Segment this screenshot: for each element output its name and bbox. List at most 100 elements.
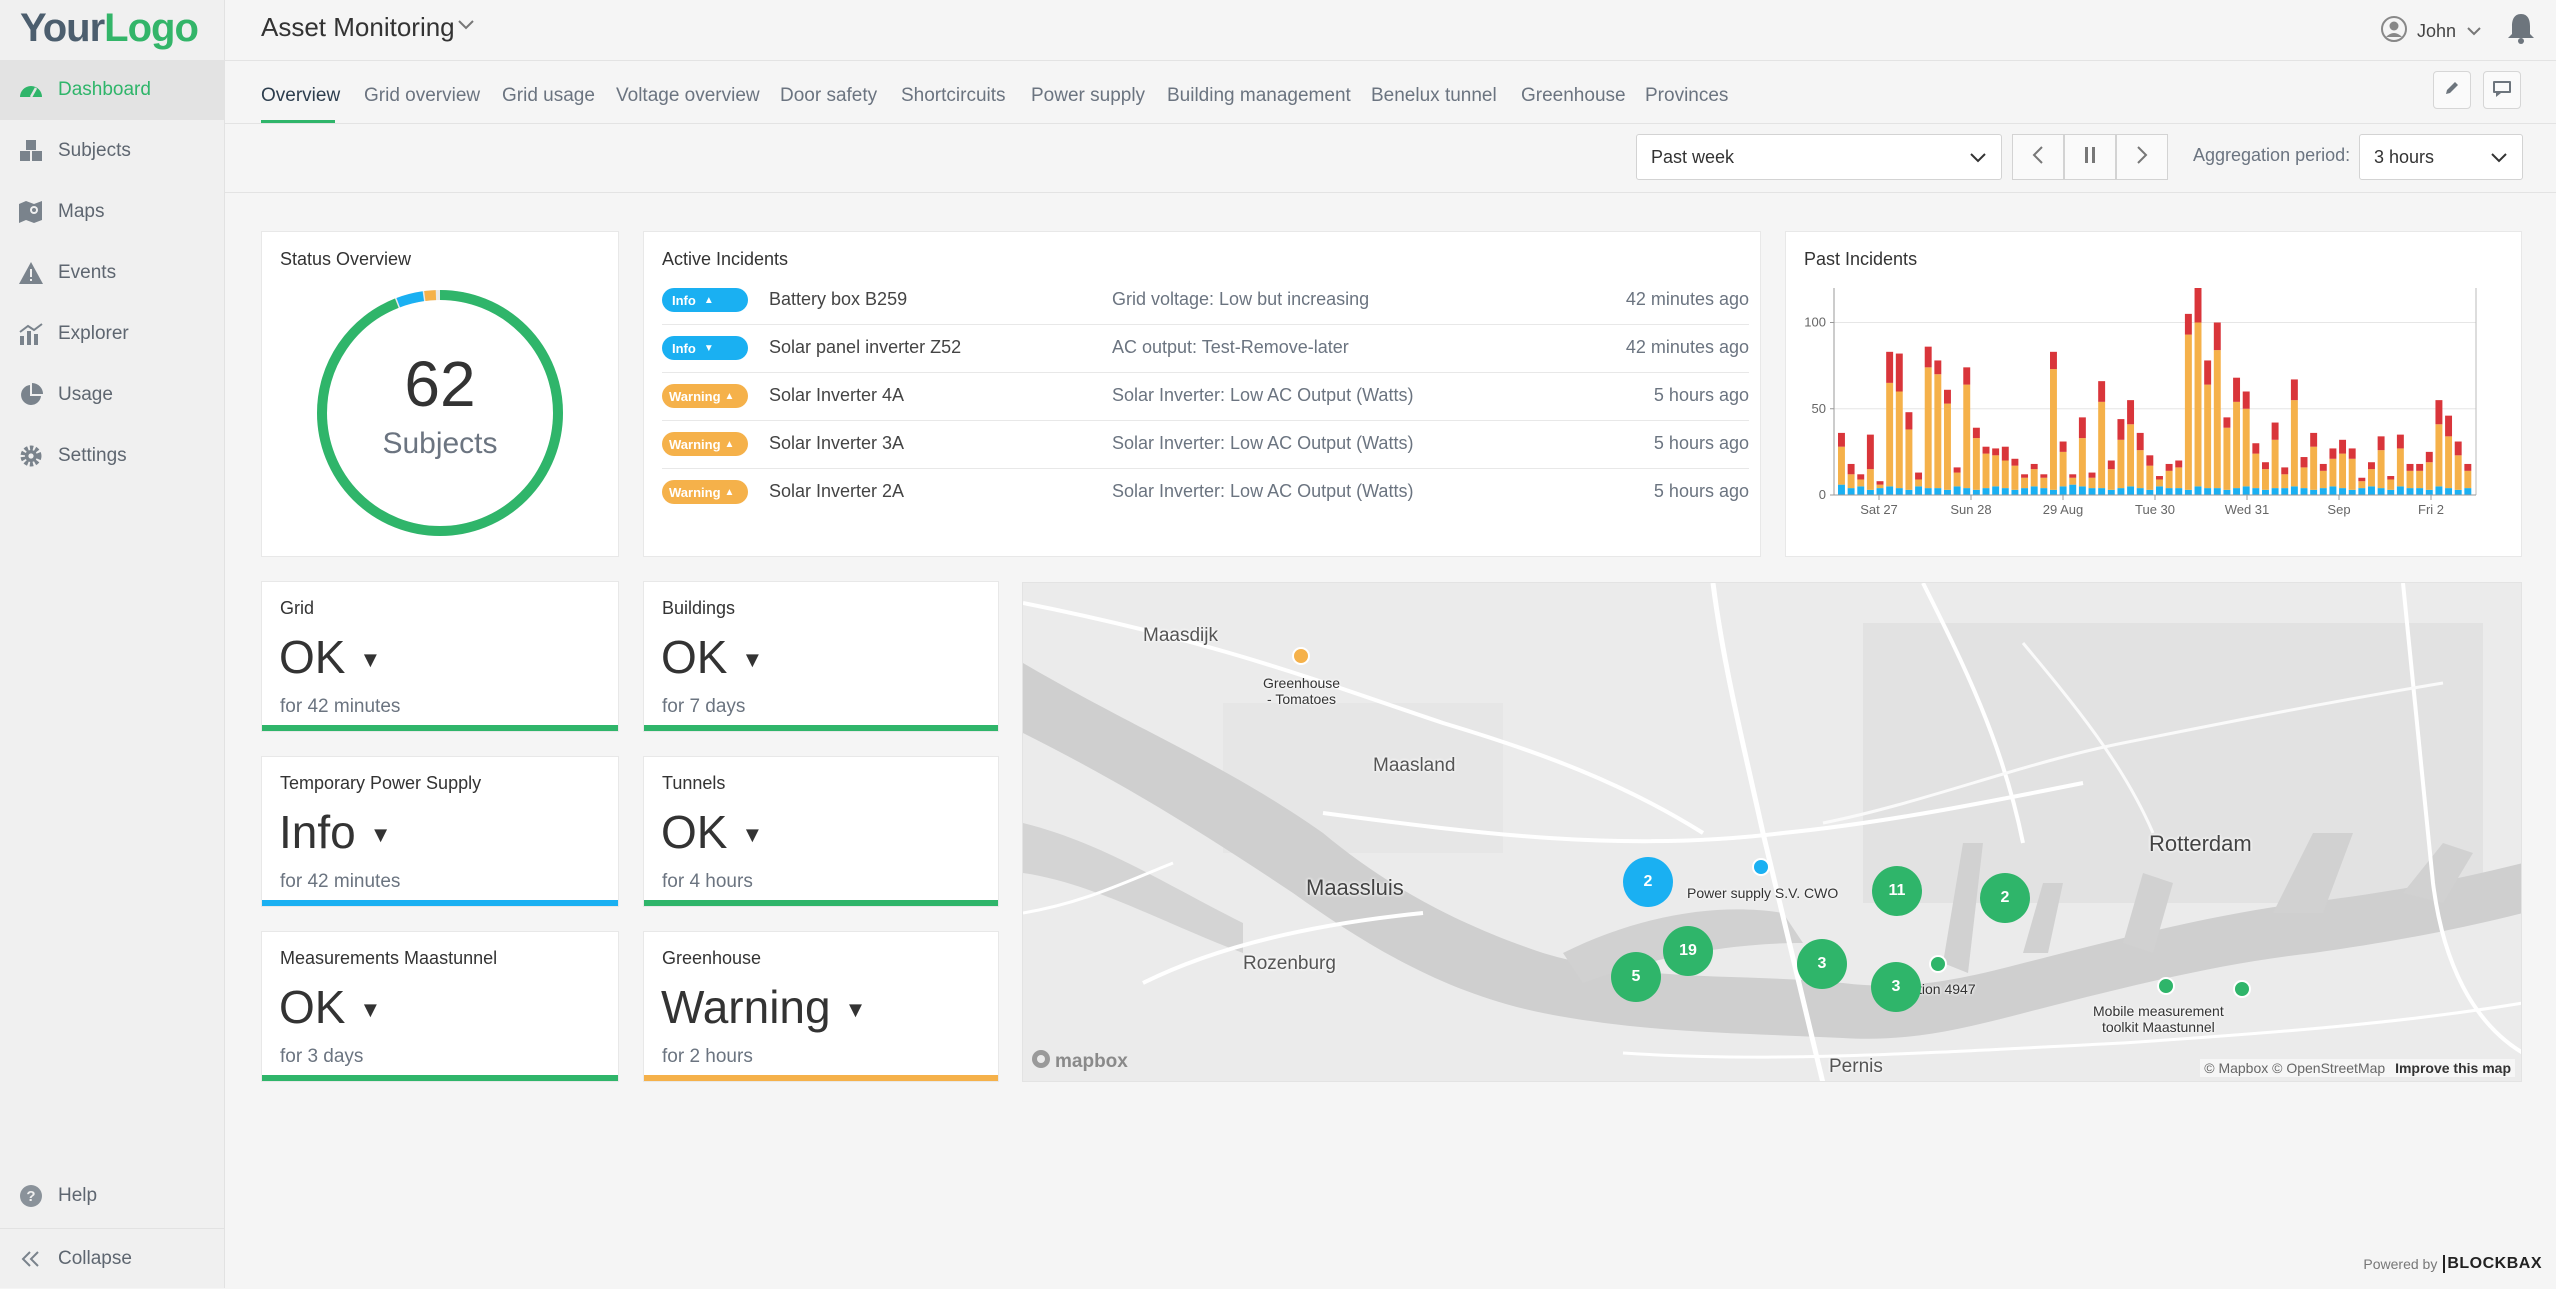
chart-bar-segment[interactable] — [2310, 489, 2318, 495]
chart-bar-segment[interactable] — [2387, 479, 2395, 490]
tab-benelux-tunnel[interactable]: Benelux tunnel — [1371, 85, 1497, 106]
chart-bar-segment[interactable] — [1934, 360, 1942, 375]
chart-bar-segment[interactable] — [2204, 384, 2212, 489]
chart-bar-segment[interactable] — [1953, 472, 1961, 487]
chart-bar-segment[interactable] — [2377, 488, 2385, 495]
chart-bar-segment[interactable] — [1992, 455, 2000, 487]
chart-bar-segment[interactable] — [1982, 488, 1990, 495]
chart-bar-segment[interactable] — [2358, 488, 2366, 495]
logo[interactable]: Your Logo — [20, 6, 199, 58]
chart-bar-segment[interactable] — [2300, 467, 2308, 489]
map-cluster[interactable]: 11 — [1872, 866, 1922, 916]
attribution-text[interactable]: © Mapbox © OpenStreetMap — [2204, 1060, 2386, 1076]
comment-button[interactable] — [2483, 71, 2521, 109]
chart-bar-segment[interactable] — [1876, 484, 1884, 489]
chart-bar-segment[interactable] — [1838, 446, 1845, 485]
map-marker-ok[interactable] — [1929, 955, 1947, 973]
chart-bar-segment[interactable] — [1963, 384, 1971, 489]
improve-map-link[interactable]: Improve this map — [2395, 1060, 2511, 1076]
chart-bar-segment[interactable] — [2011, 458, 2019, 466]
chart-bar-segment[interactable] — [2127, 400, 2135, 425]
incident-row[interactable]: Info ▲ Battery box B259 Grid voltage: Low… — [662, 276, 1749, 325]
chart-bar-segment[interactable] — [2262, 469, 2269, 490]
chart-bar-segment[interactable] — [2319, 463, 2327, 471]
chart-bar-segment[interactable] — [1953, 467, 1961, 473]
chart-bar-segment[interactable] — [2059, 486, 2067, 495]
chart-bar-segment[interactable] — [2098, 401, 2106, 489]
chart-bar-segment[interactable] — [2252, 453, 2260, 489]
chart-bar-segment[interactable] — [2233, 377, 2241, 402]
chart-bar-segment[interactable] — [1886, 382, 1894, 487]
chart-bar-segment[interactable] — [2069, 484, 2077, 495]
sidebar-item-subjects[interactable]: Subjects — [0, 121, 224, 181]
chart-bar-segment[interactable] — [1934, 488, 1942, 495]
map-cluster[interactable]: 3 — [1797, 939, 1847, 989]
chart-bar-segment[interactable] — [2050, 369, 2057, 490]
chart-bar-segment[interactable] — [2396, 486, 2404, 495]
chart-bar-segment[interactable] — [2271, 422, 2279, 440]
chart-bar-segment[interactable] — [2107, 489, 2115, 495]
incident-row[interactable]: Info ▼ Solar panel inverter Z52 AC output… — [662, 324, 1749, 373]
chart-bar-segment[interactable] — [2262, 489, 2269, 495]
sidebar-item-settings[interactable]: Settings — [0, 426, 224, 486]
chart-bar-segment[interactable] — [2319, 488, 2327, 495]
chart-bar-segment[interactable] — [2329, 486, 2337, 495]
chart-bar-segment[interactable] — [2445, 436, 2453, 489]
chart-bar-segment[interactable] — [2377, 436, 2385, 451]
incident-subject[interactable]: Solar Inverter 2A — [769, 481, 905, 501]
chart-bar-segment[interactable] — [2435, 400, 2443, 425]
incident-row[interactable]: Warning ▲ Solar Inverter 4A Solar Inverte… — [662, 372, 1749, 421]
chart-bar-segment[interactable] — [2030, 486, 2038, 495]
chart-bar-segment[interactable] — [2165, 470, 2173, 489]
incident-subject[interactable]: Battery box B259 — [769, 289, 908, 309]
chart-bar-segment[interactable] — [2098, 488, 2106, 495]
chart-bar-segment[interactable] — [2435, 424, 2443, 487]
chart-bar-segment[interactable] — [2088, 488, 2096, 495]
dashboard-title[interactable]: Asset Monitoring — [261, 12, 455, 42]
chart-bar-segment[interactable] — [1838, 484, 1845, 495]
chart-bar-segment[interactable] — [2339, 488, 2347, 495]
chart-bar-segment[interactable] — [2175, 488, 2183, 495]
status-tile-measurements-maastunnel[interactable]: Measurements Maastunnel OK ▼ for 3 days — [261, 931, 619, 1082]
chart-bar-segment[interactable] — [2406, 463, 2414, 471]
chart-bar-segment[interactable] — [2281, 467, 2289, 475]
chart-bar-segment[interactable] — [2069, 474, 2077, 478]
chart-bar-segment[interactable] — [1847, 474, 1855, 489]
chart-bar-segment[interactable] — [2416, 463, 2424, 471]
map-marker-info[interactable] — [1752, 858, 1770, 876]
chart-bar-segment[interactable] — [2001, 460, 2009, 489]
chart-bar-segment[interactable] — [2011, 465, 2019, 490]
map-cluster[interactable]: 3 — [1871, 962, 1921, 1012]
chart-bar-segment[interactable] — [2204, 360, 2212, 385]
tab-grid-usage[interactable]: Grid usage — [502, 85, 595, 106]
chart-bar-segment[interactable] — [2078, 438, 2086, 487]
tab-greenhouse[interactable]: Greenhouse — [1521, 85, 1626, 106]
chart-bar-segment[interactable] — [2242, 408, 2250, 487]
chart-bar-segment[interactable] — [1915, 479, 1923, 487]
chart-bar-segment[interactable] — [2021, 474, 2029, 478]
chart-bar-segment[interactable] — [2213, 488, 2221, 495]
status-tile-greenhouse[interactable]: Greenhouse Warning ▼ for 2 hours — [643, 931, 999, 1082]
map-marker-warning[interactable] — [1292, 647, 1310, 665]
chart-bar-segment[interactable] — [2184, 334, 2192, 490]
tab-shortcircuits[interactable]: Shortcircuits — [901, 85, 1006, 106]
chart-bar-segment[interactable] — [2464, 470, 2472, 489]
chart-bar-segment[interactable] — [2001, 446, 2009, 461]
chart-bar-segment[interactable] — [2136, 450, 2144, 489]
blockbax-logo[interactable]: BLOCKBAX — [2443, 1255, 2542, 1273]
chart-bar-segment[interactable] — [2310, 446, 2318, 490]
chart-bar-segment[interactable] — [2001, 488, 2009, 495]
time-range-select[interactable]: Past week — [1636, 134, 2002, 180]
chart-bar-segment[interactable] — [2339, 453, 2347, 489]
previous-period-button[interactable] — [2012, 134, 2064, 180]
chart-bar-segment[interactable] — [1847, 488, 1855, 495]
chart-bar-segment[interactable] — [1866, 434, 1874, 470]
chart-bar-segment[interactable] — [1972, 438, 1980, 490]
chart-bar-segment[interactable] — [2107, 460, 2115, 470]
chart-bar-segment[interactable] — [2223, 489, 2231, 495]
chart-bar-segment[interactable] — [1982, 446, 1990, 454]
status-tile-buildings[interactable]: Buildings OK ▼ for 7 days — [643, 581, 999, 732]
chart-bar-segment[interactable] — [2127, 424, 2135, 487]
status-donut[interactable] — [312, 285, 568, 541]
chart-bar-segment[interactable] — [2078, 486, 2086, 495]
